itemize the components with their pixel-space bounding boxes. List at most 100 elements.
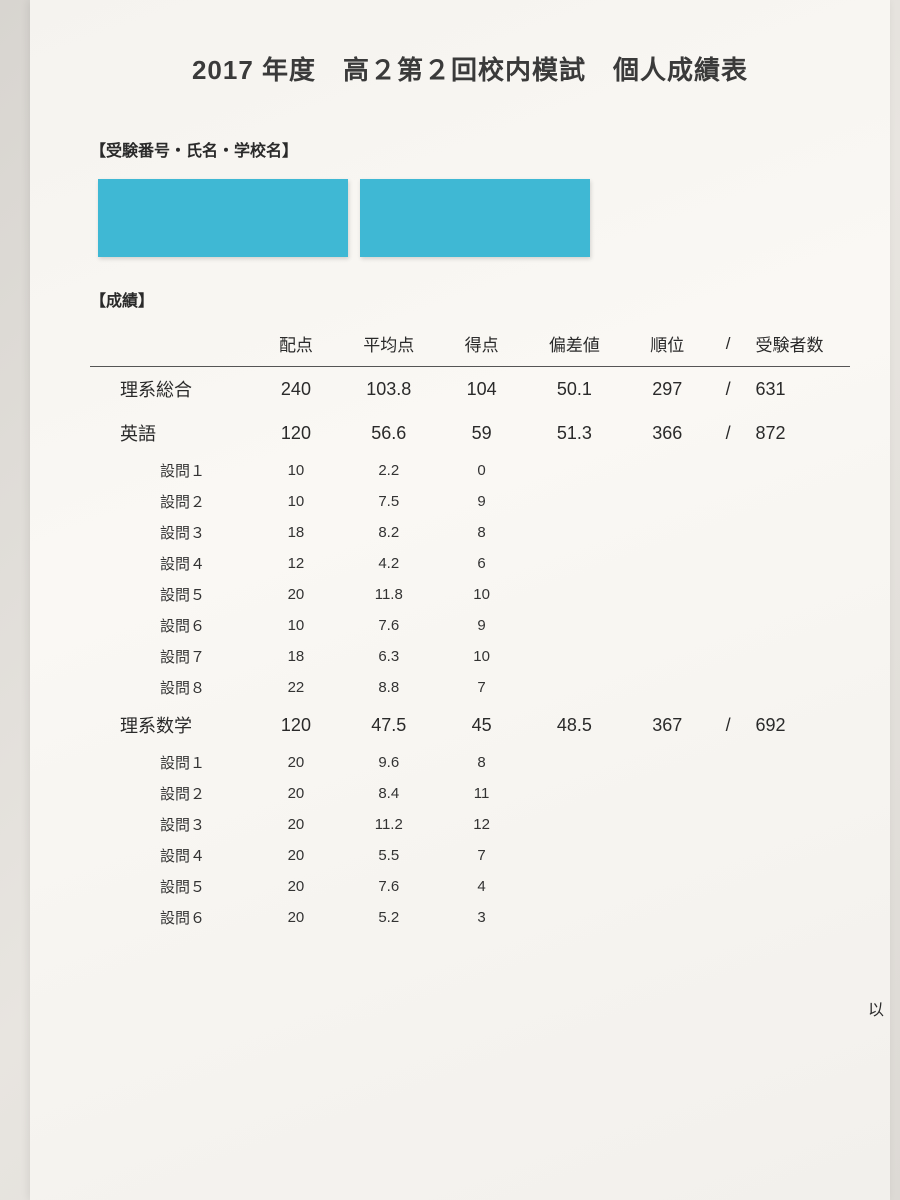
table-row: 設問５2011.810 bbox=[90, 579, 850, 610]
table-row: 設問８228.87 bbox=[90, 672, 850, 703]
cell-max: 120 bbox=[252, 703, 339, 747]
cell-slash bbox=[711, 672, 746, 703]
cell-slash bbox=[711, 778, 746, 809]
cell-total bbox=[746, 455, 850, 486]
cell-score: 7 bbox=[438, 840, 525, 871]
cell-avg: 7.6 bbox=[339, 871, 438, 902]
cell-max: 10 bbox=[252, 610, 339, 641]
cell-slash bbox=[711, 455, 746, 486]
cell-rank bbox=[624, 486, 711, 517]
cell-avg: 5.5 bbox=[339, 840, 438, 871]
cell-score: 8 bbox=[438, 747, 525, 778]
cell-max: 20 bbox=[252, 579, 339, 610]
cell-total bbox=[746, 747, 850, 778]
table-row: 設問３2011.212 bbox=[90, 809, 850, 840]
cell-label: 設問６ bbox=[90, 610, 252, 641]
cell-slash bbox=[711, 902, 746, 933]
cell-max: 20 bbox=[252, 809, 339, 840]
cell-score: 4 bbox=[438, 871, 525, 902]
cell-dev bbox=[525, 747, 624, 778]
table-body: 理系総合240103.810450.1297/631英語12056.65951.… bbox=[90, 367, 850, 934]
cell-max: 20 bbox=[252, 902, 339, 933]
footer-note: 以 bbox=[868, 996, 884, 1020]
cell-total bbox=[746, 809, 850, 840]
cell-rank bbox=[624, 455, 711, 486]
cell-total bbox=[746, 579, 850, 610]
cell-score: 9 bbox=[438, 486, 525, 517]
cell-slash bbox=[711, 809, 746, 840]
cell-avg: 5.2 bbox=[339, 902, 438, 933]
cell-max: 18 bbox=[252, 517, 339, 548]
cell-slash: / bbox=[711, 411, 746, 455]
cell-total bbox=[746, 517, 850, 548]
cell-score: 8 bbox=[438, 517, 525, 548]
cell-dev bbox=[525, 902, 624, 933]
cell-avg: 6.3 bbox=[339, 641, 438, 672]
table-row: 英語12056.65951.3366/872 bbox=[90, 411, 850, 455]
cell-total bbox=[746, 778, 850, 809]
cell-dev bbox=[525, 579, 624, 610]
cell-avg: 11.2 bbox=[339, 809, 438, 840]
cell-score: 11 bbox=[438, 778, 525, 809]
table-row: 設問６205.23 bbox=[90, 902, 850, 933]
cell-rank bbox=[624, 778, 711, 809]
cell-rank bbox=[624, 548, 711, 579]
section-id-label: 【受験番号・氏名・学校名】 bbox=[90, 137, 850, 161]
cell-slash bbox=[711, 641, 746, 672]
cell-avg: 2.2 bbox=[339, 455, 438, 486]
scores-table: 配点 平均点 得点 偏差値 順位 / 受験者数 理系総合240103.81045… bbox=[90, 323, 850, 933]
cell-score: 12 bbox=[438, 809, 525, 840]
cell-avg: 47.5 bbox=[339, 703, 438, 747]
cell-max: 10 bbox=[252, 486, 339, 517]
cell-avg: 4.2 bbox=[339, 548, 438, 579]
table-row: 理系数学12047.54548.5367/692 bbox=[90, 703, 850, 747]
cell-score: 59 bbox=[438, 411, 525, 455]
redaction-row bbox=[98, 179, 850, 257]
cell-label: 設問４ bbox=[90, 548, 252, 579]
col-header-max: 配点 bbox=[252, 323, 339, 367]
cell-score: 104 bbox=[438, 367, 525, 412]
cell-score: 9 bbox=[438, 610, 525, 641]
cell-avg: 7.5 bbox=[339, 486, 438, 517]
cell-label: 設問４ bbox=[90, 840, 252, 871]
cell-score: 3 bbox=[438, 902, 525, 933]
cell-label: 設問１ bbox=[90, 747, 252, 778]
cell-dev bbox=[525, 672, 624, 703]
table-row: 設問２208.411 bbox=[90, 778, 850, 809]
cell-score: 6 bbox=[438, 548, 525, 579]
section-scores-label: 【成績】 bbox=[90, 287, 850, 311]
cell-score: 7 bbox=[438, 672, 525, 703]
cell-dev bbox=[525, 455, 624, 486]
table-row: 理系総合240103.810450.1297/631 bbox=[90, 367, 850, 412]
cell-dev: 48.5 bbox=[525, 703, 624, 747]
table-row: 設問４205.57 bbox=[90, 840, 850, 871]
cell-label: 理系総合 bbox=[90, 367, 252, 412]
cell-max: 10 bbox=[252, 455, 339, 486]
cell-label: 設問７ bbox=[90, 641, 252, 672]
col-header-slash: / bbox=[711, 323, 746, 367]
cell-avg: 8.8 bbox=[339, 672, 438, 703]
cell-slash bbox=[711, 747, 746, 778]
table-row: 設問５207.64 bbox=[90, 871, 850, 902]
cell-rank bbox=[624, 579, 711, 610]
cell-avg: 9.6 bbox=[339, 747, 438, 778]
score-report-paper: 2017 年度 高２第２回校内模試 個人成績表 【受験番号・氏名・学校名】 【成… bbox=[30, 0, 890, 1200]
col-header-total: 受験者数 bbox=[746, 323, 850, 367]
cell-rank bbox=[624, 641, 711, 672]
cell-label: 設問２ bbox=[90, 486, 252, 517]
cell-label: 設問３ bbox=[90, 809, 252, 840]
cell-score: 10 bbox=[438, 641, 525, 672]
cell-dev bbox=[525, 871, 624, 902]
cell-rank: 367 bbox=[624, 703, 711, 747]
col-header-rank: 順位 bbox=[624, 323, 711, 367]
cell-slash bbox=[711, 610, 746, 641]
table-row: 設問１209.68 bbox=[90, 747, 850, 778]
cell-rank bbox=[624, 610, 711, 641]
cell-label: 理系数学 bbox=[90, 703, 252, 747]
cell-max: 240 bbox=[252, 367, 339, 412]
col-header-avg: 平均点 bbox=[339, 323, 438, 367]
cell-label: 設問８ bbox=[90, 672, 252, 703]
cell-max: 12 bbox=[252, 548, 339, 579]
cell-label: 英語 bbox=[90, 411, 252, 455]
cell-total bbox=[746, 548, 850, 579]
